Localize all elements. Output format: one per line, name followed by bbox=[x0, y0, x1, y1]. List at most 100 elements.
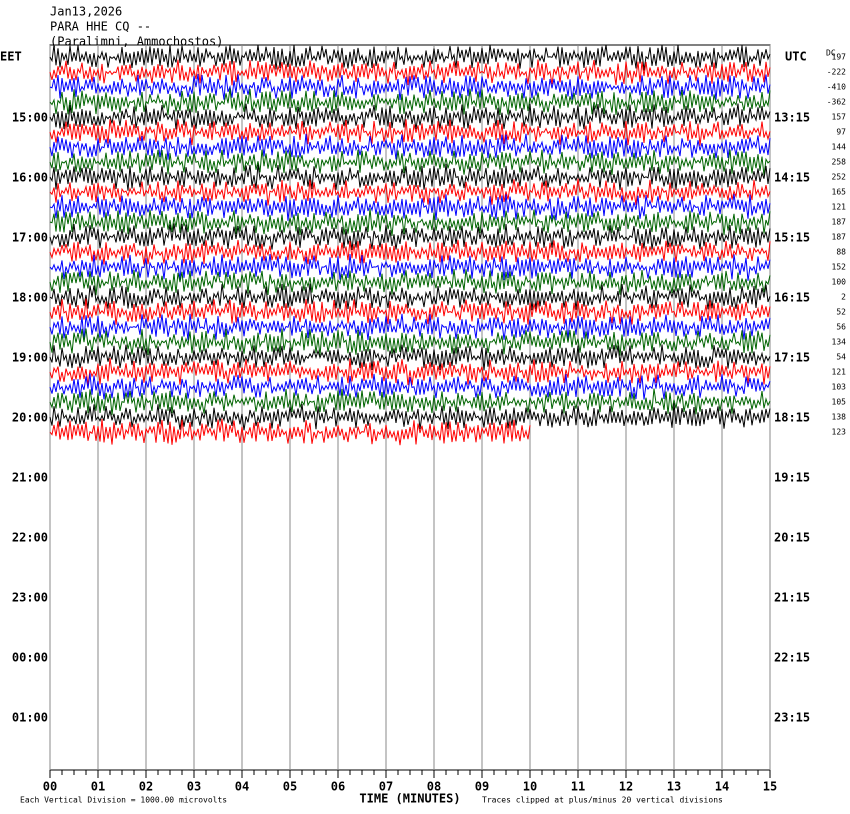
location: (Paralimni, Ammochostos) bbox=[50, 35, 223, 49]
dc-value: 103 bbox=[832, 383, 847, 392]
x-tick-label: 13 bbox=[667, 780, 681, 794]
dc-value: 52 bbox=[836, 308, 846, 317]
left-zone: EET bbox=[0, 50, 22, 64]
trace bbox=[49, 119, 771, 146]
left-hour-label: 00:00 bbox=[12, 651, 48, 665]
right-hour-label: 13:15 bbox=[774, 111, 810, 125]
right-hour-label: 16:15 bbox=[774, 291, 810, 305]
trace bbox=[49, 88, 771, 116]
station: PARA HHE CQ -- bbox=[50, 20, 151, 34]
trace bbox=[49, 358, 771, 386]
dc-value: 252 bbox=[832, 173, 847, 182]
left-hour-label: 01:00 bbox=[12, 711, 48, 725]
dc-value: 56 bbox=[836, 323, 846, 332]
x-title: TIME (MINUTES) bbox=[359, 792, 460, 806]
dc-value: -410 bbox=[827, 83, 846, 92]
dc-value: 197 bbox=[832, 53, 847, 62]
dc-value: 121 bbox=[832, 203, 847, 212]
dc-value: 105 bbox=[832, 398, 847, 407]
left-hour-label: 22:00 bbox=[12, 531, 48, 545]
trace bbox=[49, 373, 771, 400]
trace bbox=[49, 388, 771, 416]
dc-value: 121 bbox=[832, 368, 847, 377]
left-hour-label: 20:00 bbox=[12, 411, 48, 425]
trace bbox=[49, 133, 771, 160]
left-hour-label: 17:00 bbox=[12, 231, 48, 245]
dc-value: 2 bbox=[841, 293, 846, 302]
left-hour-label: 21:00 bbox=[12, 471, 48, 485]
trace bbox=[49, 44, 771, 71]
trace bbox=[49, 163, 771, 191]
x-tick-label: 15 bbox=[763, 780, 777, 794]
x-tick-label: 08 bbox=[427, 780, 441, 794]
x-tick-label: 06 bbox=[331, 780, 345, 794]
trace bbox=[49, 59, 771, 86]
dc-value: 187 bbox=[832, 218, 847, 227]
trace bbox=[49, 208, 771, 236]
dc-value: 187 bbox=[832, 233, 847, 242]
dc-value: -222 bbox=[827, 68, 846, 77]
trace bbox=[49, 328, 771, 356]
right-hour-label: 18:15 bbox=[774, 411, 810, 425]
trace bbox=[49, 298, 771, 325]
dc-value: 157 bbox=[832, 113, 847, 122]
left-hour-label: 15:00 bbox=[12, 111, 48, 125]
dc-value: 97 bbox=[836, 128, 846, 137]
x-tick-label: 05 bbox=[283, 780, 297, 794]
dc-value: 100 bbox=[832, 278, 847, 287]
trace bbox=[49, 239, 771, 265]
x-tick-label: 07 bbox=[379, 780, 393, 794]
right-hour-label: 22:15 bbox=[774, 651, 810, 665]
left-hour-label: 18:00 bbox=[12, 291, 48, 305]
trace bbox=[49, 193, 771, 221]
dc-value: 165 bbox=[832, 188, 847, 197]
trace bbox=[49, 313, 771, 341]
right-hour-label: 20:15 bbox=[774, 531, 810, 545]
left-hour-label: 23:00 bbox=[12, 591, 48, 605]
trace bbox=[49, 223, 771, 250]
trace bbox=[49, 149, 771, 176]
x-tick-label: 14 bbox=[715, 780, 729, 794]
trace bbox=[49, 268, 771, 296]
trace bbox=[49, 103, 771, 130]
trace bbox=[49, 344, 771, 371]
left-hour-label: 19:00 bbox=[12, 351, 48, 365]
right-hour-label: 15:15 bbox=[774, 231, 810, 245]
x-tick-label: 09 bbox=[475, 780, 489, 794]
x-tick-label: 02 bbox=[139, 780, 153, 794]
right-hour-label: 21:15 bbox=[774, 591, 810, 605]
dc-value: 138 bbox=[832, 413, 847, 422]
date: Jan13,2026 bbox=[50, 5, 122, 19]
x-tick-label: 00 bbox=[43, 780, 57, 794]
trace bbox=[49, 253, 771, 281]
x-tick-label: 10 bbox=[523, 780, 537, 794]
dc-header: DC bbox=[826, 49, 836, 58]
trace bbox=[49, 178, 771, 206]
x-tick-label: 03 bbox=[187, 780, 201, 794]
dc-value: 88 bbox=[836, 248, 846, 257]
right-hour-label: 19:15 bbox=[774, 471, 810, 485]
x-tick-label: 12 bbox=[619, 780, 633, 794]
dc-value: 123 bbox=[832, 428, 847, 437]
trace bbox=[49, 418, 531, 446]
dc-value: 134 bbox=[832, 338, 847, 347]
footer-right: Traces clipped at plus/minus 20 vertical… bbox=[482, 796, 723, 805]
dc-value: 144 bbox=[832, 143, 847, 152]
left-hour-label: 16:00 bbox=[12, 171, 48, 185]
x-tick-label: 01 bbox=[91, 780, 105, 794]
right-hour-label: 23:15 bbox=[774, 711, 810, 725]
right-zone: UTC bbox=[785, 50, 807, 64]
right-hour-label: 17:15 bbox=[774, 351, 810, 365]
right-hour-label: 14:15 bbox=[774, 171, 810, 185]
footer-left: Each Vertical Division = 1000.00 microvo… bbox=[20, 796, 227, 805]
dc-value: -362 bbox=[827, 98, 846, 107]
x-tick-label: 11 bbox=[571, 780, 585, 794]
trace bbox=[49, 403, 771, 431]
dc-value: 152 bbox=[832, 263, 847, 272]
x-tick-label: 04 bbox=[235, 780, 249, 794]
trace bbox=[49, 283, 771, 311]
dc-value: 54 bbox=[836, 353, 846, 362]
dc-value: 258 bbox=[832, 158, 847, 167]
trace bbox=[49, 73, 771, 100]
